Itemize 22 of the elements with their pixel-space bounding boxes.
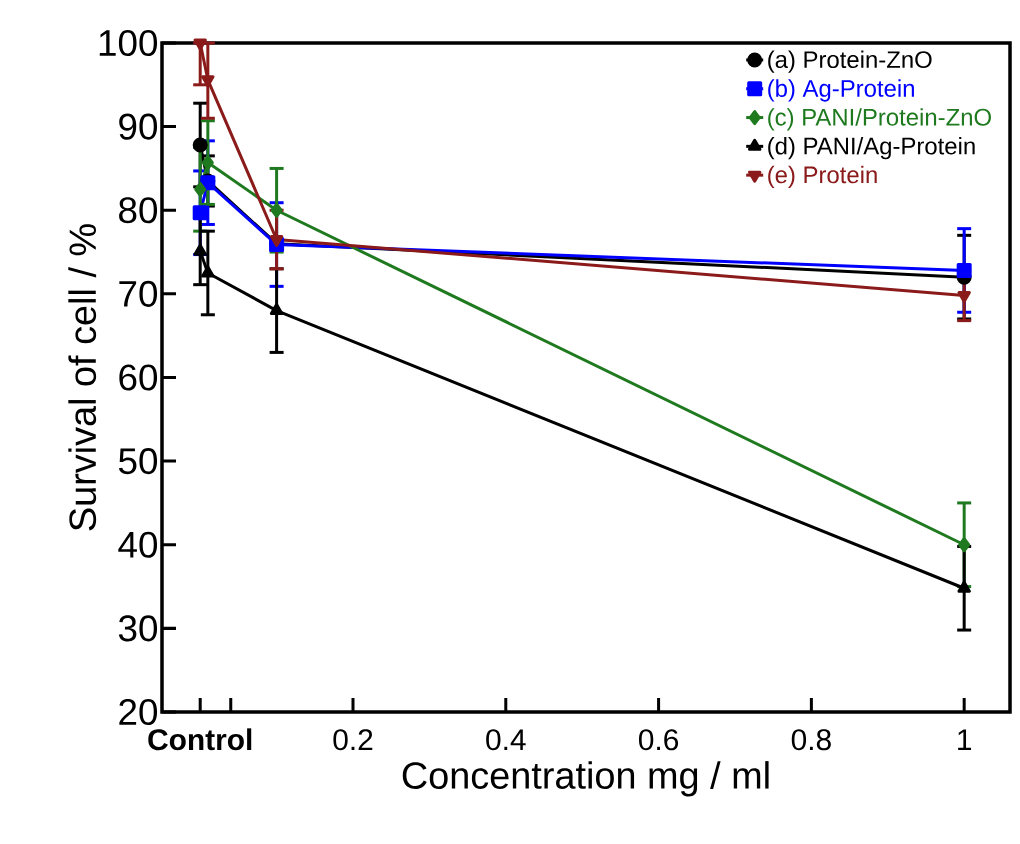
legend-label: (d) PANI/Ag-Protein	[768, 136, 975, 160]
y-tick-label: 80	[119, 197, 158, 224]
x-tick-label: Control	[148, 728, 252, 751]
y-tick-label: 90	[119, 113, 158, 140]
y-tick-label: 30	[118, 615, 158, 642]
x-tick-label: 1	[958, 729, 972, 750]
x-tick-label: 0.4	[486, 729, 526, 751]
y-tick-label: 40	[118, 531, 158, 558]
y-tick-label: 20	[119, 698, 158, 726]
y-tick-label: 70	[119, 280, 158, 307]
legend-label: (a) Protein-ZnO	[768, 50, 932, 73]
y-axis-title: Survival of cell / %	[68, 224, 97, 531]
x-tick-label: 0.8	[791, 729, 831, 751]
x-tick-label: 0.2	[333, 729, 373, 751]
y-tick-label: 60	[119, 364, 158, 391]
x-axis-title: Concentration mg / ml	[402, 761, 769, 797]
y-tick-label: 50	[118, 448, 158, 475]
legend-label: (c) PANI/Protein-ZnO	[768, 108, 991, 131]
x-tick-label: 0.6	[638, 729, 679, 751]
legend-label: (e) Protein	[768, 165, 877, 189]
y-tick-label: 100	[99, 29, 158, 57]
legend-label: (b) Ag-Protein	[768, 79, 914, 102]
